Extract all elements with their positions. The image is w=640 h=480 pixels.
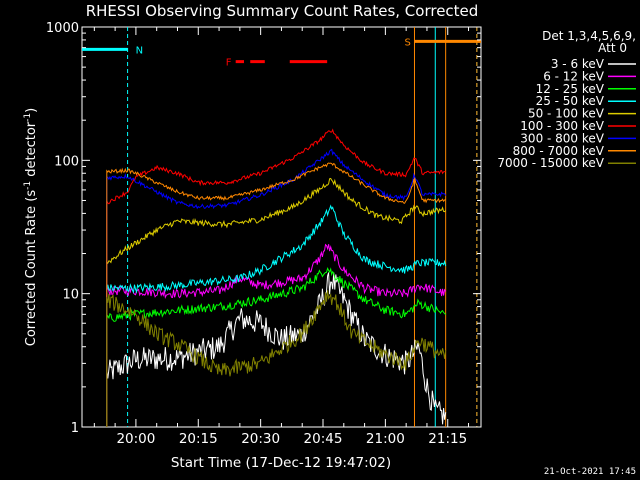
- x-axis-label: Start Time (17-Dec-12 19:47:02): [171, 455, 391, 471]
- legend-label: 300 - 800 keV: [520, 131, 604, 145]
- series-line: [106, 272, 447, 427]
- series-lines: [106, 128, 447, 427]
- y-axis-label-main: Corrected Count Rate (s: [24, 190, 39, 347]
- instrument-flag-lines: [127, 27, 478, 427]
- legend-label: 7000 - 15000 keV: [497, 156, 604, 170]
- legend-label: 50 - 100 keV: [528, 107, 605, 121]
- series-line: [106, 243, 447, 427]
- flag-label: S: [404, 37, 410, 48]
- flag-label: N: [136, 45, 143, 56]
- footer-date: 21-Oct-2021 17:45: [544, 467, 636, 477]
- series-line: [106, 204, 447, 427]
- chart-title: RHESSI Observing Summary Count Rates, Co…: [86, 2, 479, 20]
- x-axis-ticks: [93, 27, 470, 427]
- series-line: [106, 290, 447, 427]
- legend-label: 6 - 12 keV: [543, 69, 605, 83]
- legend-header-line1: Det 1,3,4,5,6,9,: [542, 29, 636, 43]
- y-axis-tick-labels: 1 10 100 1000: [46, 21, 79, 436]
- y-axis-label-mid: detector: [24, 121, 39, 181]
- y-tick-label: 1: [71, 421, 79, 436]
- legend-label: 25 - 50 keV: [536, 94, 605, 108]
- legend-header-line2: Att 0: [598, 41, 627, 55]
- series-line: [106, 148, 447, 427]
- y-tick-label: 1000: [46, 21, 79, 36]
- x-tick-label: 20:45: [304, 431, 343, 447]
- series-line: [106, 267, 447, 427]
- y-tick-label: 10: [62, 288, 79, 303]
- x-tick-label: 20:30: [241, 431, 280, 447]
- series-line: [106, 177, 447, 427]
- legend-label: 3 - 6 keV: [551, 57, 605, 71]
- x-tick-label: 21:00: [366, 431, 405, 447]
- legend-label: 12 - 25 keV: [536, 82, 605, 96]
- x-tick-label: 20:15: [179, 431, 218, 447]
- y-tick-label: 100: [54, 154, 79, 169]
- y-axis-ticks: [82, 26, 481, 428]
- plot-area: N S F: [81, 26, 482, 428]
- series-line: [106, 162, 446, 427]
- plot-frame: [81, 26, 482, 428]
- y-axis-label-end: ): [24, 108, 39, 113]
- legend-label: 800 - 7000 keV: [513, 144, 605, 158]
- legend-label: 100 - 300 keV: [520, 119, 604, 133]
- y-axis-label: Corrected Count Rate (s-1 detector-1): [23, 108, 39, 346]
- x-axis-tick-labels: 20:00 20:15 20:30 20:45 21:00 21:15: [116, 431, 467, 447]
- x-tick-label: 20:00: [116, 431, 155, 447]
- series-line: [106, 128, 446, 427]
- instrument-flag-bars: N S F: [82, 37, 481, 69]
- flag-label: F: [226, 58, 232, 69]
- x-tick-label: 21:15: [428, 431, 467, 447]
- y-axis-label-sup2: -1: [23, 113, 33, 122]
- y-axis-label-sup1: -1: [23, 181, 33, 190]
